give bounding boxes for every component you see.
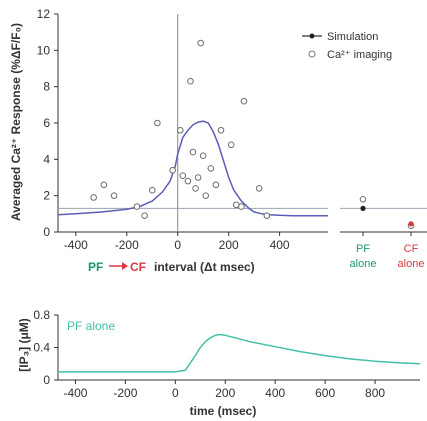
legend: Simulation Ca²⁺ imaging xyxy=(302,31,392,61)
imaging-point xyxy=(255,185,263,192)
bottom-y-ticks: 0 0.4 0.8 xyxy=(33,308,58,387)
imaging-point xyxy=(199,152,207,159)
imaging-point xyxy=(169,166,176,174)
top-y-tick-label: 12 xyxy=(37,7,51,21)
side-label-cf-line2: alone xyxy=(398,258,425,270)
top-chart: -400 -200 0 200 400 0 2 4 6 8 10 12 Averaged Ca²⁺ … xyxy=(9,7,427,274)
imaging-point xyxy=(197,39,204,47)
imaging-point xyxy=(100,181,108,189)
top-x-tick-label: -400 xyxy=(64,238,88,252)
bottom-x-ticks: -400 -200 0 200 400 600 800 xyxy=(63,380,385,400)
bottom-x-axis-label: time (msec) xyxy=(190,404,257,418)
x-label-pf: PF xyxy=(88,260,103,274)
top-y-ticks: 0 2 4 6 8 10 12 xyxy=(37,7,58,239)
side-label-cf-line1: CF xyxy=(404,243,419,255)
imaging-point xyxy=(240,97,248,105)
bottom-annotation: PF alone xyxy=(67,319,115,333)
x-label-arrowhead-icon xyxy=(122,262,128,270)
top-y-tick-label: 6 xyxy=(43,116,50,130)
side-simulation-point xyxy=(408,221,414,227)
legend-imaging-circle-icon xyxy=(308,50,316,58)
side-imaging-point xyxy=(359,196,367,203)
bottom-y-axis-label: [IP₃] (μM) xyxy=(17,318,31,372)
bottom-y-tick-label: 0 xyxy=(43,373,50,387)
bottom-x-tick-label: 0 xyxy=(172,386,179,400)
side-simulation-point xyxy=(360,205,366,211)
bottom-y-tick-label: 0.4 xyxy=(33,341,50,355)
top-x-tick-label: 400 xyxy=(270,238,290,252)
simulation-curve xyxy=(57,120,328,217)
legend-simulation-label: Simulation xyxy=(327,31,378,43)
imaging-point xyxy=(238,203,245,210)
side-label-pf-line1: PF xyxy=(356,243,370,255)
top-x-ticks: -400 -200 0 200 400 xyxy=(64,232,290,252)
imaging-point xyxy=(189,148,197,156)
top-x-axis-label: PF CF interval (Δt msec) xyxy=(88,260,255,274)
top-y-tick-label: 0 xyxy=(43,225,50,239)
bottom-x-tick-label: 400 xyxy=(265,386,285,400)
top-y-tick-label: 4 xyxy=(43,152,50,166)
imaging-point xyxy=(187,77,194,85)
imaging-point xyxy=(227,141,235,149)
bottom-chart: -400 -200 0 200 400 600 800 0 0.4 0.8 PF alone t… xyxy=(17,308,421,418)
x-label-cf: CF xyxy=(130,260,146,274)
bottom-x-tick-label: 600 xyxy=(315,386,335,400)
imaging-point xyxy=(148,186,156,194)
bottom-x-tick-label: -200 xyxy=(113,386,137,400)
top-x-tick-label: -200 xyxy=(115,238,139,252)
legend-imaging-label: Ca²⁺ imaging xyxy=(327,49,392,61)
legend-simulation-dot-icon xyxy=(309,33,315,39)
imaging-points xyxy=(90,39,271,219)
imaging-point xyxy=(141,212,148,219)
imaging-point xyxy=(179,172,187,179)
bottom-y-tick-label: 0.8 xyxy=(33,308,50,322)
bottom-x-tick-label: 800 xyxy=(365,386,385,400)
imaging-point xyxy=(202,192,210,199)
imaging-point xyxy=(176,126,184,134)
imaging-point xyxy=(194,174,202,181)
imaging-point xyxy=(212,181,220,189)
side-panel-marks xyxy=(359,196,415,236)
top-x-tick-label: 200 xyxy=(219,238,239,252)
top-y-tick-label: 2 xyxy=(43,189,50,203)
imaging-point xyxy=(154,119,161,127)
bottom-x-tick-label: 200 xyxy=(215,386,235,400)
top-y-tick-label: 10 xyxy=(37,43,51,57)
imaging-point xyxy=(133,203,141,210)
imaging-point xyxy=(217,126,225,134)
top-y-axis-label: Averaged Ca²⁺ Response (%ΔF/F₀) xyxy=(9,23,23,221)
ip3-curve xyxy=(58,333,421,373)
bottom-x-tick-label: -400 xyxy=(63,386,87,400)
imaging-point xyxy=(207,165,215,172)
side-category-labels: PF alone CF alone xyxy=(350,243,425,270)
imaging-point xyxy=(263,212,271,219)
imaging-point xyxy=(110,192,118,199)
x-label-interval: interval (Δt msec) xyxy=(154,260,255,274)
top-y-tick-label: 8 xyxy=(43,80,50,94)
imaging-point xyxy=(90,194,97,201)
side-label-pf-line2: alone xyxy=(350,258,377,270)
imaging-point xyxy=(192,185,199,192)
top-x-tick-label: 0 xyxy=(174,238,181,252)
imaging-point xyxy=(184,177,192,185)
